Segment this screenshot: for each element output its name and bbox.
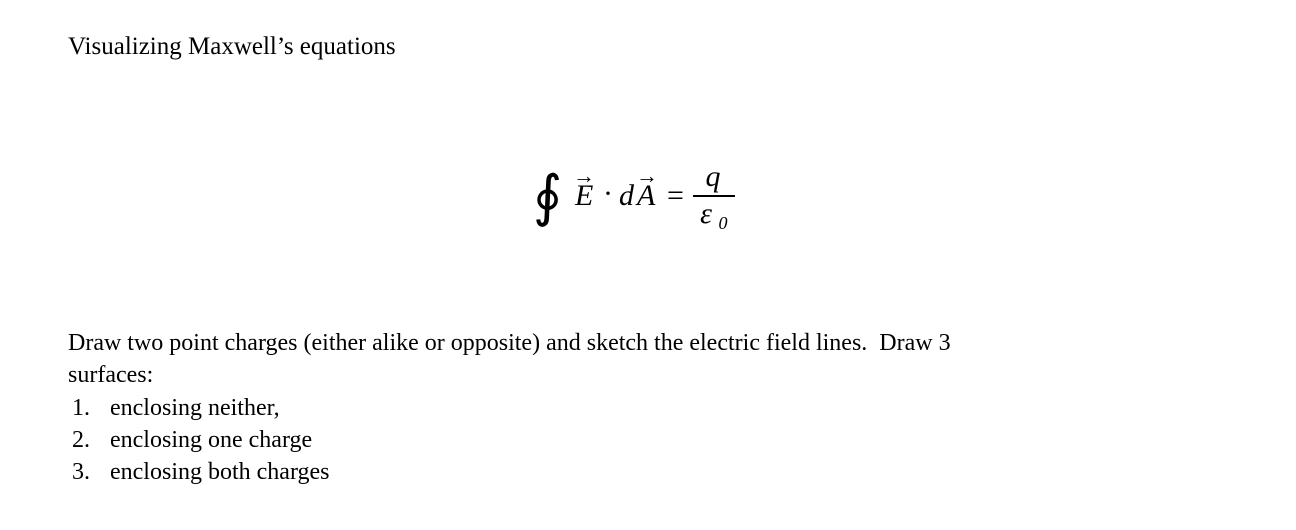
svg-text:∮: ∮ [533,166,562,228]
svg-text:→: → [636,163,658,188]
equation-block: ∮ E → · d A → = q ε 0 [68,159,1228,237]
svg-text:→: → [573,163,595,188]
instructions-block: Draw two point charges (either alike or … [68,327,1228,489]
svg-text:=: = [667,179,684,212]
svg-text:ε: ε [700,197,712,230]
instructions-line-2: surfaces: [68,359,1228,391]
page-title: Visualizing Maxwell’s equations [68,30,1228,64]
surfaces-list: enclosing neither, enclosing one charge … [68,392,1228,489]
list-item: enclosing one charge [96,424,1228,456]
svg-text:d: d [619,179,635,212]
instructions-line-1: Draw two point charges (either alike or … [68,327,1228,359]
svg-text:q: q [706,160,721,193]
svg-text:·: · [603,177,613,210]
list-item: enclosing neither, [96,392,1228,424]
list-item: enclosing both charges [96,456,1228,488]
gauss-law-equation: ∮ E → · d A → = q ε 0 [533,159,763,237]
svg-text:0: 0 [719,213,728,233]
document-page: Visualizing Maxwell’s equations ∮ E → · … [0,0,1296,489]
